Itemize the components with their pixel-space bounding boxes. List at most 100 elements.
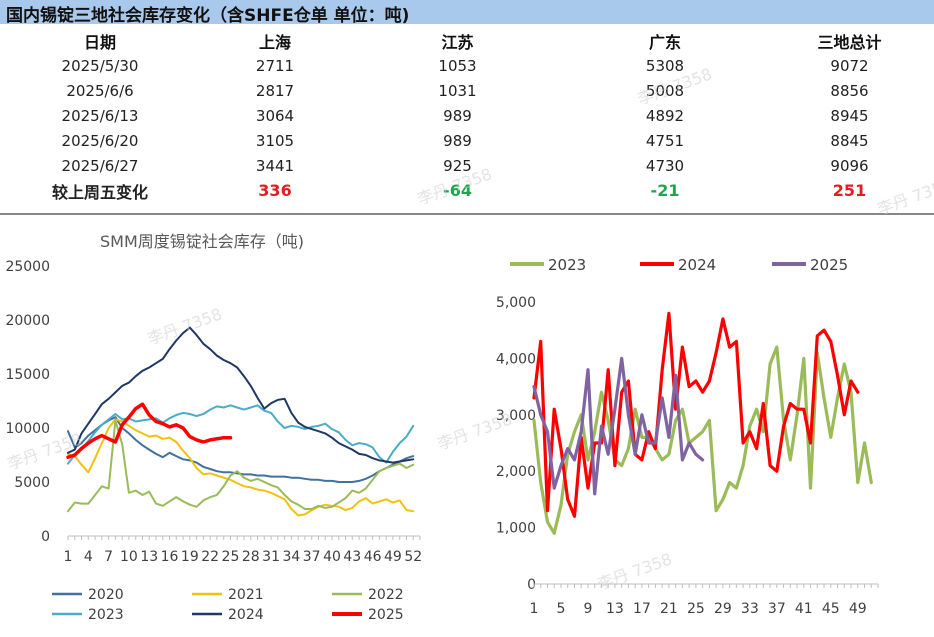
change-value: -64	[443, 181, 472, 200]
series-line-2021	[67, 418, 415, 517]
table-cell: 5308	[645, 56, 685, 75]
table-cell: 5008	[645, 81, 685, 100]
change-label: 较上周五变化	[51, 182, 148, 202]
y-tick-label: 5,000	[496, 295, 536, 311]
chart-title: SMM周度锡锭社会库存（吨)	[100, 232, 304, 251]
x-tick-label: 13	[140, 549, 158, 565]
x-tick-label: 1	[64, 549, 73, 565]
table-cell: 2025/6/20	[61, 131, 139, 150]
x-tick-label: 7	[104, 549, 113, 565]
y-tick-label: 25000	[5, 259, 50, 275]
column-header: 广东	[648, 32, 681, 52]
table-cell: 8845	[830, 131, 869, 150]
series-line-2023	[532, 345, 873, 535]
legend-label-2020: 2020	[88, 587, 124, 603]
legend-label-2023: 2023	[88, 607, 124, 623]
x-tick-label: 13	[606, 601, 624, 617]
page-title: 国内锡锭三地社会库存变化（含SHFE仓单 单位：吨)	[6, 6, 410, 26]
x-tick-label: 49	[384, 549, 402, 565]
y-tick-label: 0	[527, 577, 536, 593]
table-cell: 1053	[438, 56, 477, 75]
table-cell: 3105	[255, 131, 295, 150]
table-cell: 2711	[255, 56, 295, 75]
table-cell: 4892	[645, 106, 685, 125]
x-tick-label: 4	[84, 549, 93, 565]
legend-label-2025: 2025	[810, 256, 848, 274]
series-line-2025	[532, 356, 705, 496]
y-tick-label: 2,000	[496, 464, 536, 480]
x-tick-label: 1	[530, 601, 539, 617]
table-cell: 2025/6/13	[61, 106, 139, 125]
y-tick-label: 4,000	[496, 351, 536, 367]
x-tick-label: 16	[161, 549, 179, 565]
table-cell: 8856	[830, 81, 869, 100]
table-header-row: 日期 上海 江苏 广东 三地总计	[0, 28, 934, 53]
table-row: 2025/6/13 3064 989 4892 8945	[0, 103, 934, 128]
y-tick-label: 20000	[5, 313, 50, 329]
table-cell: 3441	[255, 156, 295, 175]
legend-label-2023: 2023	[548, 256, 586, 274]
x-tick-label: 9	[583, 601, 592, 617]
x-tick-label: 28	[242, 549, 260, 565]
x-tick-label: 25	[687, 601, 705, 617]
series-line-2024	[67, 326, 415, 464]
legend-label-2024: 2024	[678, 256, 716, 274]
table-cell: 2025/5/30	[61, 56, 139, 75]
x-tick-label: 45	[822, 601, 840, 617]
series-line-2025	[66, 402, 233, 459]
table-cell: 989	[443, 106, 472, 125]
x-tick-label: 52	[404, 549, 422, 565]
x-tick-label: 37	[768, 601, 786, 617]
table-cell: 8945	[830, 106, 869, 125]
y-tick-label: 0	[41, 529, 50, 545]
table-cell: 2025/6/6	[66, 81, 134, 100]
table-cell: 2817	[255, 81, 295, 100]
table-cell: 4730	[645, 156, 685, 175]
table-cell: 2025/6/27	[61, 156, 139, 175]
table-row: 2025/6/6 2817 1031 5008 8856	[0, 78, 934, 103]
table-row: 2025/6/20 3105 989 4751 8845	[0, 128, 934, 153]
table-cell: 925	[443, 156, 472, 175]
y-tick-label: 10000	[5, 421, 50, 437]
x-tick-label: 22	[201, 549, 219, 565]
change-value: -21	[650, 181, 680, 200]
y-tick-label: 3,000	[496, 408, 536, 424]
x-tick-label: 17	[633, 601, 651, 617]
weekly-change-row: 较上周五变化 336 -64 -21 251	[0, 178, 934, 203]
section-divider	[0, 213, 934, 215]
table-cell: 9072	[830, 56, 869, 75]
table-cell: 9096	[830, 156, 869, 175]
table-cell: 3064	[255, 106, 295, 125]
legend-label-2024: 2024	[228, 607, 264, 623]
legend-label-2021: 2021	[228, 587, 264, 603]
smm-weekly-inventory-chart: SMM周度锡锭社会库存（吨) 0 5000 10000 15000 20000 25000 1…	[5, 232, 422, 623]
x-tick-label: 37	[303, 549, 321, 565]
x-tick-label: 33	[741, 601, 759, 617]
table-cell: 4751	[645, 131, 685, 150]
y-tick-label: 5000	[14, 475, 50, 491]
weekly-change-chart: 0 1,000 2,000 3,000 4,000 5,000 1 5 9 13 17 21 25 29 3…	[496, 256, 879, 617]
series-line-2022	[67, 419, 415, 513]
x-tick-label: 29	[714, 601, 732, 617]
y-tick-label: 1,000	[496, 521, 536, 537]
table-row: 2025/6/27 3441 925 4730 9096	[0, 153, 934, 178]
x-tick-label: 21	[660, 601, 678, 617]
column-header: 日期	[83, 32, 116, 52]
x-tick-label: 10	[120, 549, 138, 565]
column-header: 三地总计	[817, 32, 882, 52]
x-tick-label: 31	[262, 549, 280, 565]
legend-label-2025: 2025	[368, 607, 404, 623]
x-tick-label: 19	[181, 549, 199, 565]
y-tick-label: 15000	[5, 367, 50, 383]
x-tick-label: 5	[557, 601, 566, 617]
x-tick-label: 40	[323, 549, 341, 565]
table-cell: 989	[443, 131, 472, 150]
change-value: 251	[832, 181, 867, 200]
series-line-2024	[532, 311, 860, 518]
x-tick-label: 41	[795, 601, 813, 617]
column-header: 江苏	[441, 32, 474, 52]
x-tick-label: 49	[849, 601, 867, 617]
title-bar: 国内锡锭三地社会库存变化（含SHFE仓单 单位：吨)	[0, 0, 934, 26]
legend-label-2022: 2022	[368, 587, 404, 603]
x-tick-label: 34	[282, 549, 300, 565]
